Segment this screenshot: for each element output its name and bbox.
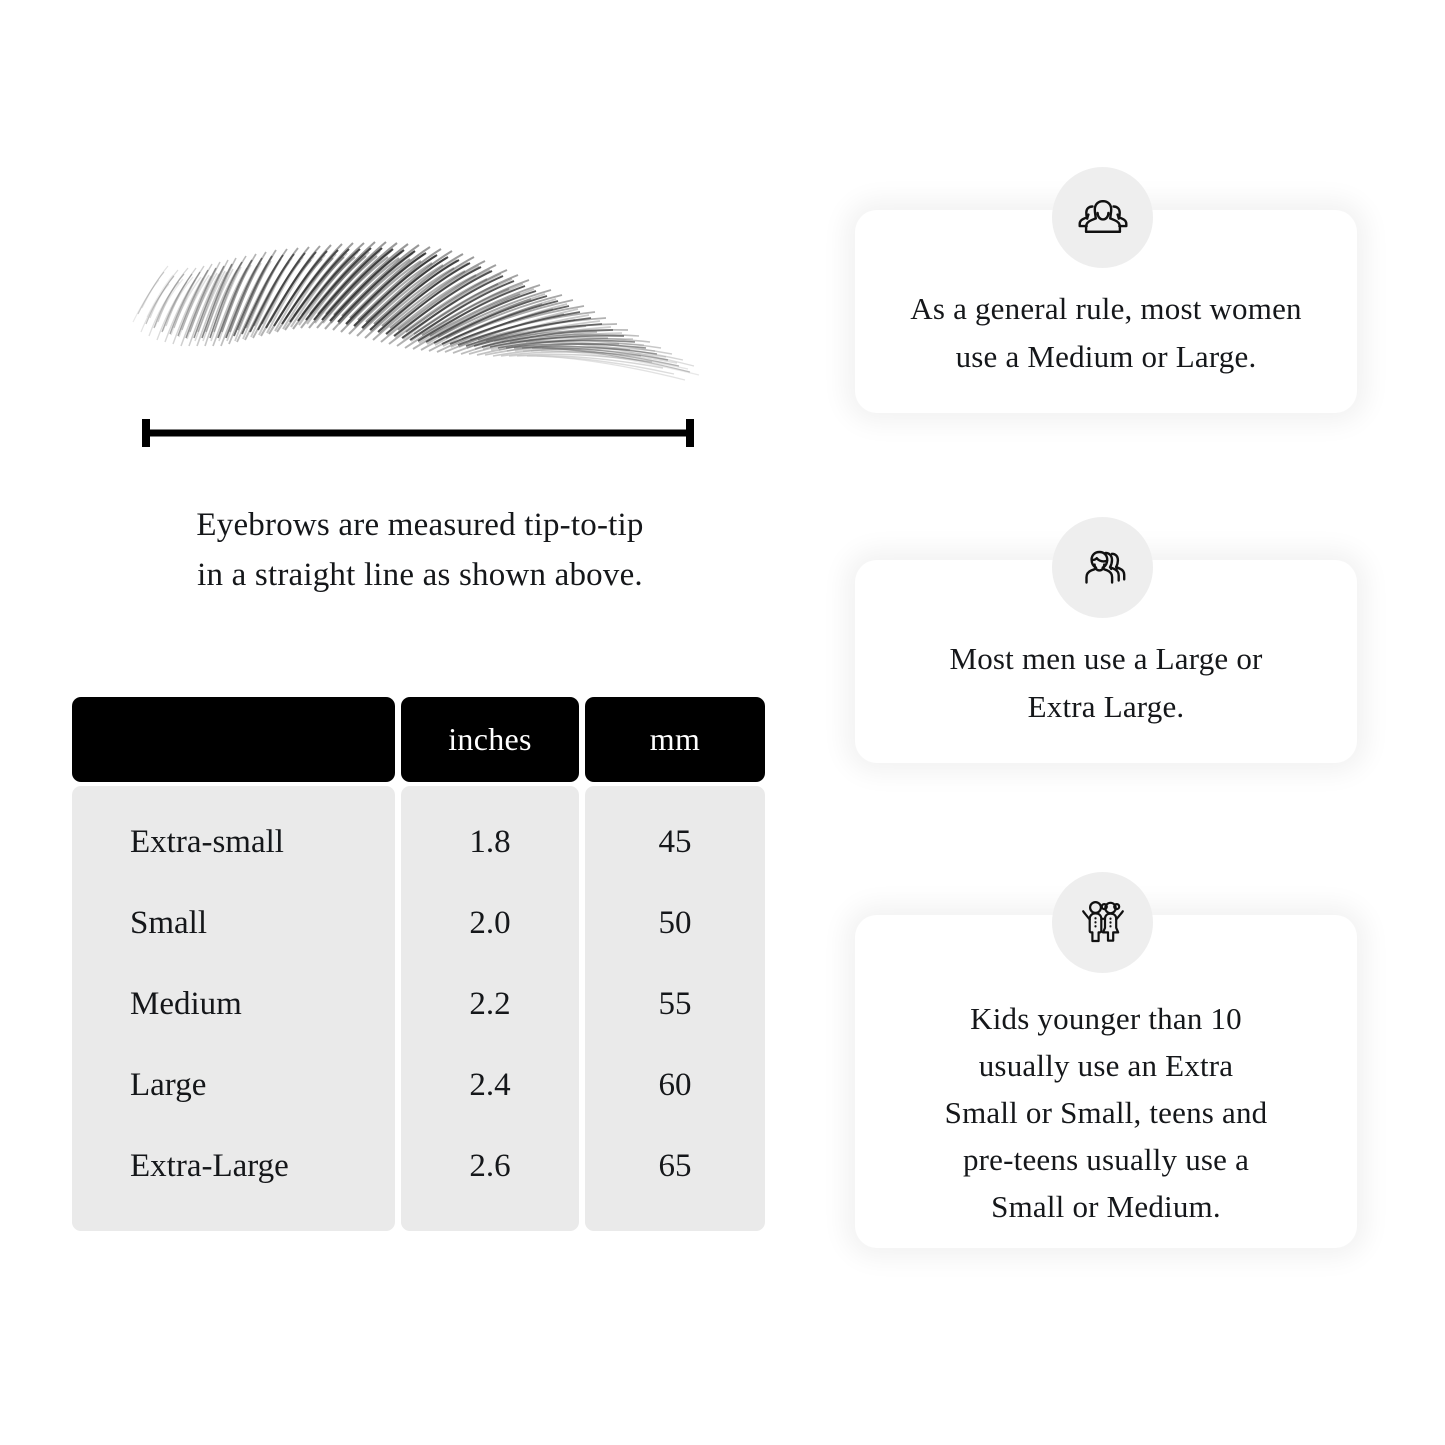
caption-line-2: in a straight line as shown above. <box>197 557 643 594</box>
card-kids-line-3: Small or Small, teens and <box>944 1094 1268 1130</box>
table-cell-inches: 2.0 <box>469 905 511 941</box>
women-group-icon <box>1052 167 1153 268</box>
card-kids-line-1: Kids younger than 10 <box>970 1000 1242 1036</box>
kids-pair-icon <box>1052 872 1153 973</box>
table-cell-mm: 60 <box>658 1067 692 1103</box>
card-men-line-1: Most men use a Large or <box>949 641 1263 677</box>
card-men-line-2: Extra Large. <box>1027 688 1185 724</box>
table-header-mm: mm <box>585 697 765 782</box>
size-chart-table: inches mm Extra-small Small Medium Large… <box>72 697 765 1231</box>
card-kids-line-4: pre-teens usually use a <box>962 1142 1250 1178</box>
table-body: Extra-small Small Medium Large Extra-Lar… <box>72 786 765 1231</box>
table-cell-mm: 65 <box>658 1148 692 1184</box>
table-cell-size: Large <box>130 1067 207 1103</box>
left-column: Eyebrows are measured tip-to-tip in a st… <box>70 228 770 1231</box>
table-cell-inches: 2.6 <box>469 1148 511 1184</box>
table-cell-inches: 2.4 <box>469 1067 511 1103</box>
table-cell-size: Medium <box>130 986 242 1022</box>
info-card-women-text: As a general rule, most women use a Medi… <box>876 243 1335 379</box>
card-women-line-2: use a Medium or Large. <box>955 338 1257 374</box>
eyebrow-illustration <box>120 228 720 408</box>
table-column-mm: 45 50 55 60 65 <box>585 786 765 1231</box>
info-cards-column: As a general rule, most women use a Medi… <box>800 0 1445 1445</box>
measurement-caption: Eyebrows are measured tip-to-tip in a st… <box>70 500 770 600</box>
info-card-kids: Kids younger than 10 usually use an Extr… <box>855 915 1357 1248</box>
table-cell-mm: 50 <box>658 905 692 941</box>
table-header-size <box>72 697 395 782</box>
card-kids-line-2: usually use an Extra <box>978 1047 1234 1083</box>
card-women-line-1: As a general rule, most women <box>910 291 1302 327</box>
table-cell-inches: 1.8 <box>469 824 511 860</box>
table-cell-inches: 2.2 <box>469 986 511 1022</box>
table-cell-size: Extra-Large <box>130 1148 289 1184</box>
table-cell-mm: 45 <box>658 824 692 860</box>
table-cell-size: Extra-small <box>130 824 284 860</box>
table-column-inches: 1.8 2.0 2.2 2.4 2.6 <box>401 786 579 1231</box>
measurement-bar <box>140 415 696 451</box>
table-header-inches: inches <box>401 697 579 782</box>
info-card-kids-text: Kids younger than 10 usually use an Extr… <box>911 933 1302 1231</box>
caption-line-1: Eyebrows are measured tip-to-tip <box>196 507 644 543</box>
card-kids-line-5: Small or Medium. <box>991 1189 1221 1225</box>
table-cell-mm: 55 <box>658 986 692 1022</box>
table-header-row: inches mm <box>72 697 765 782</box>
men-group-icon <box>1052 517 1153 618</box>
table-column-size: Extra-small Small Medium Large Extra-Lar… <box>72 786 395 1231</box>
info-card-men-text: Most men use a Large or Extra Large. <box>915 593 1296 729</box>
table-cell-size: Small <box>130 905 208 941</box>
